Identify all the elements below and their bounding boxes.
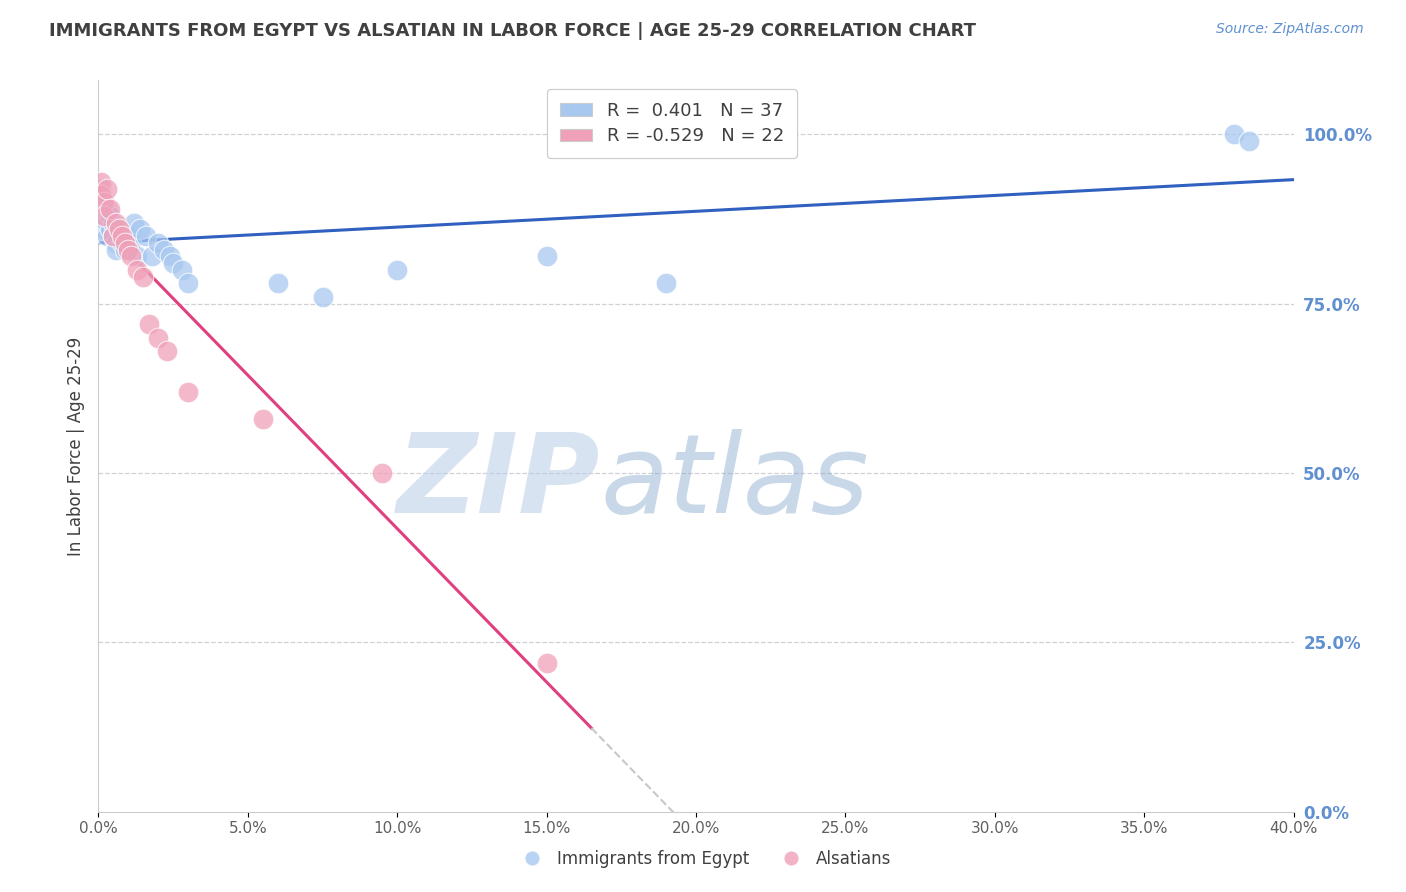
Point bbox=[120, 235, 142, 250]
Point bbox=[105, 243, 128, 257]
Point bbox=[156, 344, 179, 359]
Point bbox=[385, 263, 409, 277]
Point bbox=[120, 249, 142, 263]
Point bbox=[103, 215, 125, 229]
Point bbox=[93, 209, 115, 223]
Point bbox=[132, 269, 155, 284]
Legend: Immigrants from Egypt, Alsatians: Immigrants from Egypt, Alsatians bbox=[509, 844, 897, 875]
Point bbox=[90, 188, 112, 202]
Point bbox=[111, 229, 134, 244]
Text: atlas: atlas bbox=[600, 429, 869, 536]
Point bbox=[135, 229, 157, 244]
Point bbox=[148, 331, 170, 345]
Point bbox=[536, 249, 558, 263]
Point bbox=[93, 209, 115, 223]
Point bbox=[252, 412, 274, 426]
Point bbox=[114, 235, 136, 250]
Point bbox=[177, 277, 200, 291]
Point bbox=[108, 222, 131, 236]
Point bbox=[103, 229, 125, 244]
Text: ZIP: ZIP bbox=[396, 429, 600, 536]
Point bbox=[141, 249, 163, 263]
Point bbox=[108, 222, 131, 236]
Point bbox=[90, 175, 112, 189]
Point bbox=[114, 243, 136, 257]
Point bbox=[98, 209, 122, 223]
Point bbox=[153, 243, 176, 257]
Point bbox=[117, 229, 139, 244]
Point bbox=[127, 263, 149, 277]
Point bbox=[105, 215, 128, 229]
Point bbox=[90, 181, 112, 195]
Point bbox=[172, 263, 194, 277]
Text: Source: ZipAtlas.com: Source: ZipAtlas.com bbox=[1216, 22, 1364, 37]
Point bbox=[267, 277, 290, 291]
Point bbox=[103, 229, 125, 244]
Point bbox=[159, 249, 181, 263]
Point bbox=[105, 235, 128, 250]
Point bbox=[93, 195, 115, 210]
Point bbox=[117, 243, 139, 257]
Point bbox=[93, 195, 115, 210]
Point bbox=[129, 222, 152, 236]
Point bbox=[111, 235, 134, 250]
Point bbox=[1223, 128, 1246, 142]
Point bbox=[655, 277, 678, 291]
Point bbox=[90, 188, 112, 202]
Point bbox=[371, 466, 394, 480]
Point bbox=[124, 215, 146, 229]
Y-axis label: In Labor Force | Age 25-29: In Labor Force | Age 25-29 bbox=[66, 336, 84, 556]
Text: IMMIGRANTS FROM EGYPT VS ALSATIAN IN LABOR FORCE | AGE 25-29 CORRELATION CHART: IMMIGRANTS FROM EGYPT VS ALSATIAN IN LAB… bbox=[49, 22, 976, 40]
Point bbox=[98, 202, 122, 216]
Point bbox=[138, 317, 160, 331]
Point bbox=[177, 384, 200, 399]
Point bbox=[127, 249, 149, 263]
Legend: R =  0.401   N = 37, R = -0.529   N = 22: R = 0.401 N = 37, R = -0.529 N = 22 bbox=[547, 89, 797, 158]
Point bbox=[96, 215, 118, 229]
Point bbox=[311, 290, 333, 304]
Point bbox=[96, 229, 118, 244]
Point bbox=[93, 222, 115, 236]
Point bbox=[162, 256, 184, 270]
Point bbox=[98, 222, 122, 236]
Point bbox=[1237, 134, 1260, 148]
Point bbox=[148, 235, 170, 250]
Point bbox=[96, 181, 118, 195]
Point bbox=[96, 202, 118, 216]
Point bbox=[536, 656, 558, 670]
